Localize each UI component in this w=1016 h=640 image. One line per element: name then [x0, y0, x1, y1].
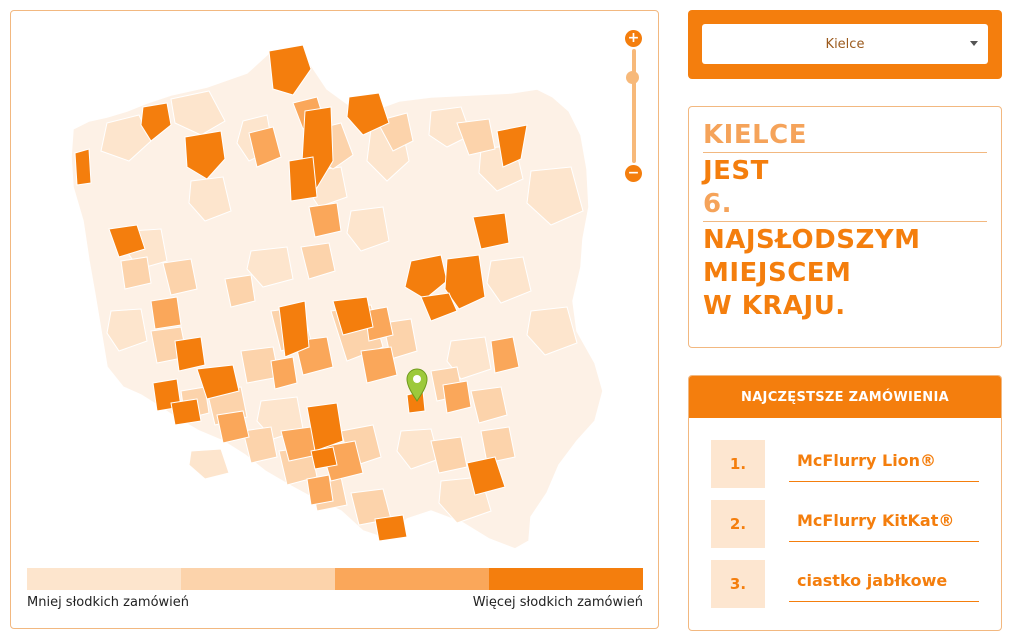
ranking-line-3: W KRAJU.	[703, 291, 846, 321]
order-item: 1. McFlurry Lion®	[711, 440, 981, 488]
zoom-control: + −	[623, 29, 645, 189]
order-rank: 2.	[711, 500, 765, 548]
ranking-city: KIELCE	[703, 120, 807, 150]
legend-segment-3	[335, 568, 489, 590]
order-rank: 1.	[711, 440, 765, 488]
chevron-down-icon	[970, 41, 978, 46]
map-pin-icon[interactable]	[406, 368, 428, 402]
legend-segment-1	[27, 568, 181, 590]
zoom-in-button[interactable]: +	[625, 30, 642, 47]
city-select-dropdown[interactable]: Kielce	[702, 24, 988, 64]
order-product: ciastko jabłkowe	[789, 560, 979, 602]
city-select-value: Kielce	[825, 36, 865, 52]
ranking-verb: JEST	[703, 156, 769, 186]
region-layer-strongest	[74, 44, 528, 542]
poland-map[interactable]	[11, 11, 660, 630]
divider	[703, 221, 987, 222]
order-rank: 3.	[711, 560, 765, 608]
zoom-slider-track[interactable]	[632, 49, 636, 163]
top-orders-header: NAJCZĘSTSZE ZAMÓWIENIA	[689, 376, 1001, 418]
zoom-out-button[interactable]: −	[625, 165, 642, 182]
map-legend: Mniej słodkich zamówień Więcej słodkich …	[27, 568, 643, 610]
legend-segment-4	[489, 568, 643, 590]
ranking-position: 6.	[703, 189, 732, 219]
legend-color-scale	[27, 568, 643, 590]
ranking-line-1: NAJSŁODSZYM	[703, 225, 921, 255]
legend-segment-2	[181, 568, 335, 590]
ranking-line-2: MIEJSCEM	[703, 258, 852, 288]
legend-low-label: Mniej słodkich zamówień	[27, 595, 190, 610]
divider	[703, 152, 987, 153]
ranking-panel: KIELCE JEST 6. NAJSŁODSZYM MIEJSCEM W KR…	[688, 106, 1002, 348]
order-item: 3. ciastko jabłkowe	[711, 560, 981, 608]
city-selector-panel: Kielce	[688, 10, 1002, 79]
map-panel: + − Mniej słodkich zamówień Więcej słodk…	[10, 10, 659, 629]
legend-high-label: Więcej słodkich zamówień	[472, 595, 643, 610]
zoom-slider-handle[interactable]	[626, 71, 639, 85]
order-product: McFlurry KitKat®	[789, 500, 979, 542]
top-orders-panel: NAJCZĘSTSZE ZAMÓWIENIA 1. McFlurry Lion®…	[688, 375, 1002, 631]
order-product: McFlurry Lion®	[789, 440, 979, 482]
order-item: 2. McFlurry KitKat®	[711, 500, 981, 548]
